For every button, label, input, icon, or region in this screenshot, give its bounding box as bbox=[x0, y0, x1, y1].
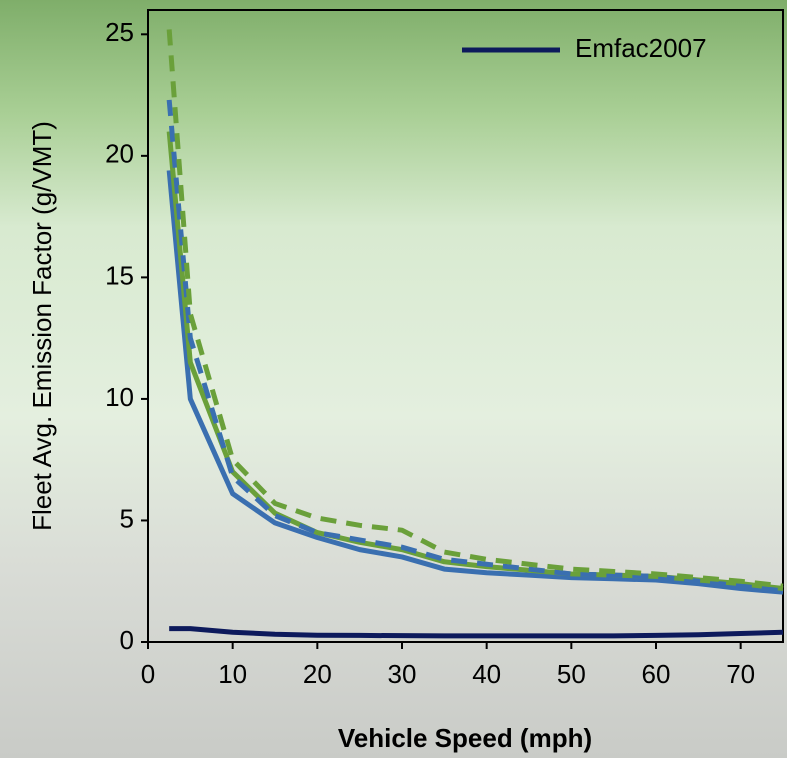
x-axis-label: Vehicle Speed (mph) bbox=[338, 723, 592, 753]
x-tick-label: 0 bbox=[141, 659, 155, 689]
x-tick-label: 60 bbox=[642, 659, 671, 689]
y-tick-label: 5 bbox=[120, 503, 134, 533]
plot-frame bbox=[147, 9, 784, 643]
y-axis-label: Fleet Avg. Emission Factor (g/VMT) bbox=[27, 121, 57, 531]
x-tick-label: 70 bbox=[726, 659, 755, 689]
x-tick-label: 20 bbox=[303, 659, 332, 689]
series-line bbox=[166, 29, 784, 589]
x-tick-label: 50 bbox=[557, 659, 586, 689]
series-line bbox=[166, 170, 784, 595]
y-tick-label: 0 bbox=[120, 625, 134, 655]
y-tick-label: 10 bbox=[105, 382, 134, 412]
y-tick-label: 25 bbox=[105, 17, 134, 47]
y-tick-label: 15 bbox=[105, 260, 134, 290]
legend-label: Emfac2007 bbox=[575, 33, 707, 63]
series-line bbox=[166, 99, 784, 594]
x-tick-label: 10 bbox=[218, 659, 247, 689]
series-line bbox=[166, 131, 784, 592]
series-line bbox=[169, 626, 784, 639]
x-tick-label: 30 bbox=[388, 659, 417, 689]
y-tick-label: 20 bbox=[105, 139, 134, 169]
x-tick-label: 40 bbox=[472, 659, 501, 689]
